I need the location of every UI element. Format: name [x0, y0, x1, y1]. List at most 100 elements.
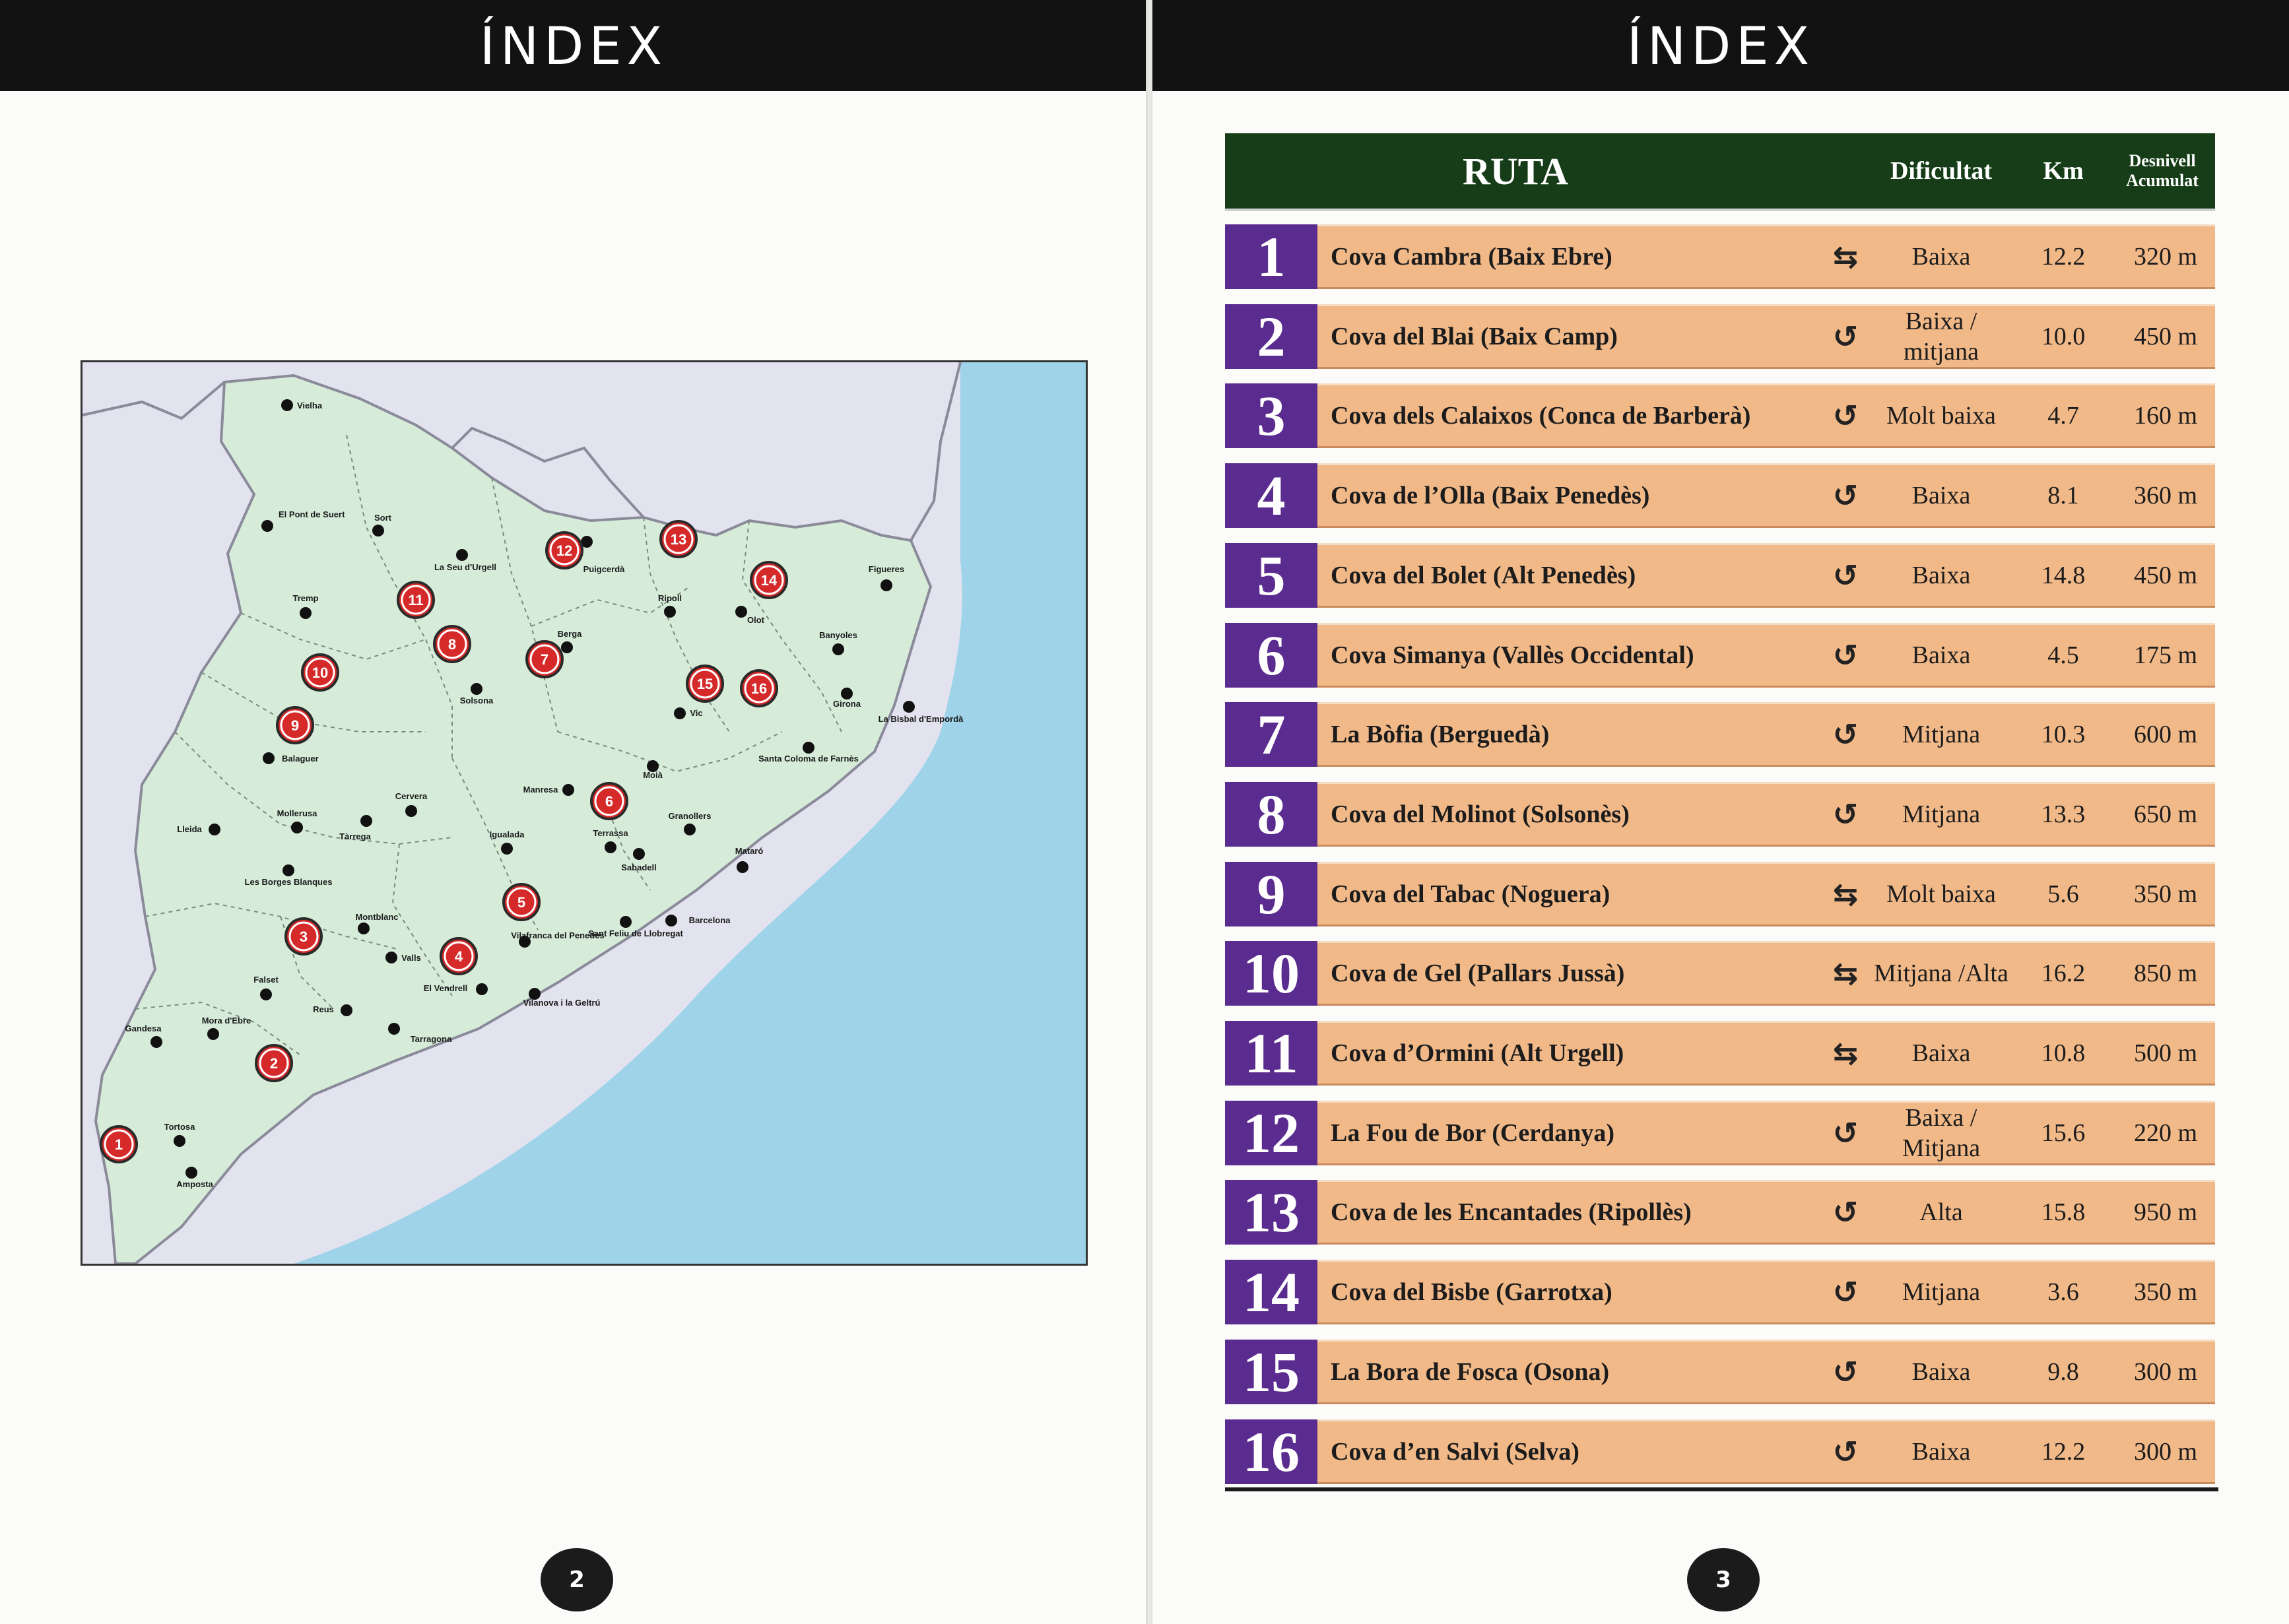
route-band [1317, 782, 2215, 847]
route-km: 5.6 [2047, 880, 2079, 908]
header-elevation-line1: Desnivell [2129, 151, 2196, 170]
route-row: 7 La Bòfia (Berguedà) ↺ Mitjana 10.3 600 m [1225, 702, 2215, 767]
town-dot [150, 1036, 162, 1048]
town-dot [360, 815, 372, 827]
town-label: Montblanc [356, 912, 399, 922]
town-label: Igualada [490, 829, 525, 839]
route-marker-circle [750, 561, 788, 599]
land-area [94, 374, 933, 1264]
route-band [1317, 383, 2215, 448]
route-km: 3.6 [2047, 1278, 2079, 1306]
route-band [1317, 1260, 2215, 1324]
route-number: 4 [1225, 463, 1317, 528]
route-number: 3 [1225, 383, 1317, 448]
town-label: Santa Coloma de Farnès [758, 754, 859, 763]
loop-icon: ↺ [1832, 637, 1859, 673]
route-difficulty: Baixa [1911, 243, 1971, 271]
town-label: El Vendrell [424, 983, 467, 993]
route-marker-ring [549, 535, 580, 566]
town-label: La Bisbal d'Empordà [879, 714, 964, 724]
route-difficulty: Baixa [1911, 1358, 1971, 1386]
route-marker: 8 [433, 625, 471, 663]
town-label: Lleida [177, 824, 202, 834]
route-row: 4 Cova de l’Olla (Baix Penedès) ↺ Baixa 8.1 3… [1225, 463, 2215, 528]
route-marker-number: 1 [115, 1136, 123, 1153]
town-label: Tortosa [164, 1122, 195, 1132]
left-page: ÍNDEX [0, 0, 1147, 1611]
town-dot [841, 688, 853, 699]
route-km: 14.8 [2041, 562, 2086, 589]
route-km: 15.8 [2041, 1198, 2086, 1226]
town-dot [358, 923, 370, 934]
route-name: Cova del Blai (Baix Camp) [1331, 323, 1618, 350]
route-marker-number: 10 [312, 665, 328, 681]
town-dot [529, 988, 541, 1000]
loop-icon: ↺ [1832, 1434, 1859, 1470]
route-difficulty: Baixa / Mitjana [1902, 1104, 1981, 1162]
route-marker-number: 5 [517, 894, 525, 911]
route-number: 6 [1225, 623, 1317, 688]
route-row: 6 Cova Simanya (Vallès Occidental) ↺ Baixa 4… [1225, 623, 2215, 688]
route-name: Cova d’en Salvi (Selva) [1331, 1438, 1579, 1466]
route-marker-circle [276, 706, 314, 744]
route-difficulty: Alta [1919, 1198, 1963, 1226]
town-label: Sant Feliu de Llobregat [588, 928, 683, 938]
route-marker-ring [401, 585, 431, 615]
route-number: 2 [1225, 304, 1317, 369]
route-band [1317, 1180, 2215, 1245]
left-page-number: 2 [541, 1548, 613, 1611]
route-marker-ring [259, 1048, 289, 1078]
town-dot [880, 579, 892, 591]
town-label: Terrassa [593, 828, 628, 838]
route-elevation: 220 m [2133, 1119, 2198, 1147]
route-marker-circle [397, 581, 435, 619]
route-marker-circle [433, 625, 471, 663]
route-number: 8 [1225, 782, 1317, 847]
town-label: Tarragona [411, 1034, 452, 1044]
route-name: Cova Simanya (Vallès Occidental) [1331, 641, 1694, 669]
route-km: 10.0 [2041, 323, 2086, 350]
route-marker: 6 [590, 782, 628, 820]
out-and-back-icon: ⇆ [1832, 239, 1859, 275]
route-marker: 5 [502, 883, 541, 921]
border-line [910, 362, 962, 542]
route-row: 15 La Bora de Fosca (Osona) ↺ Baixa 9.8 300 m [1225, 1340, 2215, 1404]
book-gutter [1146, 0, 1154, 1624]
town-label: Barcelona [689, 915, 731, 925]
town-label: Mora d'Ebre [202, 1016, 251, 1025]
route-marker-circle [100, 1125, 138, 1163]
route-elevation: 300 m [2133, 1438, 2198, 1466]
route-difficulty: Baixa / mitjana [1904, 308, 1979, 366]
town-label: Les Borges Blanques [245, 877, 333, 887]
route-marker: 4 [440, 937, 478, 975]
loop-icon: ↺ [1832, 717, 1859, 752]
route-difficulty: Molt baixa [1886, 402, 1996, 430]
route-marker: 3 [284, 917, 323, 956]
route-row: 2 Cova del Blai (Baix Camp) ↺ Baixa / mitja… [1225, 304, 2215, 369]
route-km: 8.1 [2047, 482, 2079, 509]
route-difficulty: Mitjana [1902, 800, 1981, 828]
route-marker: 10 [301, 653, 339, 692]
town-dot [620, 916, 632, 928]
route-name: Cova del Bolet (Alt Penedès) [1331, 562, 1636, 589]
route-marker: 13 [659, 520, 698, 558]
route-marker-number: 6 [605, 793, 613, 810]
route-km: 10.3 [2041, 721, 2086, 748]
town-dot [605, 841, 616, 853]
route-marker-ring [744, 673, 774, 703]
route-marker-number: 7 [541, 651, 548, 668]
town-dot [385, 952, 397, 963]
route-marker: 16 [740, 669, 778, 707]
right-header-bar: ÍNDEX [1152, 0, 2289, 91]
right-page-number: 3 [1687, 1548, 1760, 1611]
town-label: Tàrrega [339, 831, 371, 841]
loop-icon: ↺ [1832, 796, 1859, 832]
route-elevation: 950 m [2133, 1198, 2198, 1226]
town-label: Granollers [668, 811, 711, 821]
route-elevation: 320 m [2133, 243, 2198, 271]
town-dot [561, 641, 573, 653]
route-marker-number: 16 [751, 680, 767, 697]
route-marker: 14 [750, 561, 788, 599]
route-difficulty: Baixa [1911, 1438, 1971, 1466]
